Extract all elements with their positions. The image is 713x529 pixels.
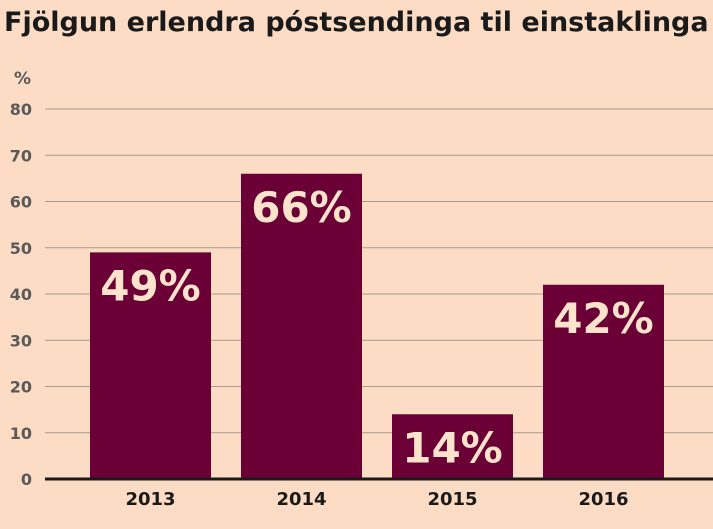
x-tick-label-2015: 2015 [427, 489, 477, 510]
x-tick-label-2014: 2014 [276, 489, 326, 510]
y-tick-label: 70 [10, 146, 32, 165]
data-label-2014: 66% [251, 183, 352, 232]
data-label-2013: 49% [100, 261, 201, 310]
x-tick-label-2016: 2016 [578, 489, 628, 510]
y-axis-ticks: 0 10 20 30 40 50 60 70 80 [10, 100, 32, 489]
x-axis-ticks: 2013 2014 2015 2016 [125, 489, 628, 510]
y-axis-unit-label: % [14, 69, 31, 89]
y-tick-label: 0 [21, 470, 32, 489]
bars [90, 173, 664, 479]
y-tick-label: 80 [10, 100, 32, 119]
bar-2015 [392, 414, 513, 479]
data-label-2015: 14% [402, 423, 503, 472]
bar-2014 [241, 173, 362, 479]
y-tick-label: 30 [10, 331, 32, 350]
bar-2013 [90, 252, 211, 479]
data-label-2016: 42% [553, 294, 654, 343]
y-tick-label: 20 [10, 378, 32, 397]
y-tick-label: 60 [10, 193, 32, 212]
y-tick-label: 40 [10, 285, 32, 304]
data-labels: 49% 66% 14% 42% [100, 183, 654, 473]
x-tick-label-2013: 2013 [125, 489, 175, 510]
y-tick-label: 10 [10, 424, 32, 443]
bar-2016 [543, 284, 664, 479]
chart-title: Fjölgun erlendra póstsendinga til einsta… [4, 7, 709, 38]
y-tick-label: 50 [10, 239, 32, 258]
